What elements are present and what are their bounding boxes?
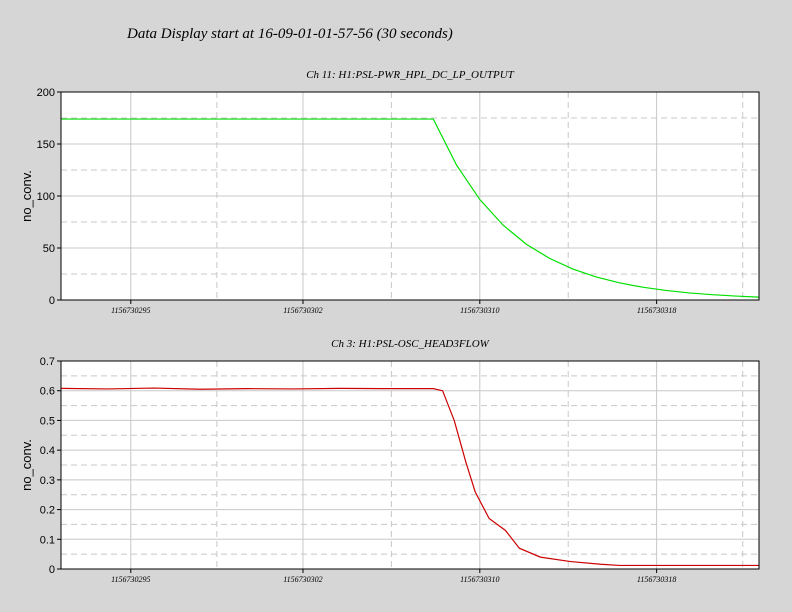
x-tick-label: 1156730295 <box>111 306 150 315</box>
x-tick-label: 1156730310 <box>460 575 499 584</box>
chart-title: Ch 3: H1:PSL-OSC_HEAD3FLOW <box>331 338 489 350</box>
plot-border <box>60 91 760 301</box>
chart-title: Ch 11: H1:PSL-PWR_HPL_DC_LP_OUTPUT <box>306 69 514 81</box>
plot-border <box>60 360 760 570</box>
y-tick-label: 0 <box>49 295 55 307</box>
y-tick-label: 100 <box>37 191 55 203</box>
y-tick-label: 0.3 <box>40 475 55 487</box>
y-tick-label: 0.4 <box>40 445 55 457</box>
y-axis-label: no_conv. <box>19 439 34 491</box>
x-tick-label: 1156730302 <box>283 306 322 315</box>
y-tick-label: 0.7 <box>40 356 55 368</box>
x-tick-label: 1156730310 <box>460 306 499 315</box>
y-tick-label: 0.6 <box>40 386 55 398</box>
y-tick-label: 0 <box>49 564 55 576</box>
data-line <box>60 387 759 567</box>
y-tick-label: 150 <box>37 139 55 151</box>
y-tick-label: 0.2 <box>40 505 55 517</box>
data-line <box>61 118 760 298</box>
page-title: Data Display start at 16-09-01-01-57-56 … <box>126 26 453 42</box>
y-tick-label: 50 <box>43 243 55 255</box>
x-tick-label: 1156730318 <box>637 306 676 315</box>
x-tick-label: 1156730295 <box>111 575 150 584</box>
y-tick-label: 0.1 <box>40 534 55 546</box>
x-tick-label: 1156730302 <box>283 575 322 584</box>
x-tick-label: 1156730318 <box>637 575 676 584</box>
y-axis-label: no_conv. <box>19 170 34 222</box>
y-tick-label: 0.5 <box>40 415 55 427</box>
y-tick-label: 200 <box>37 87 55 99</box>
